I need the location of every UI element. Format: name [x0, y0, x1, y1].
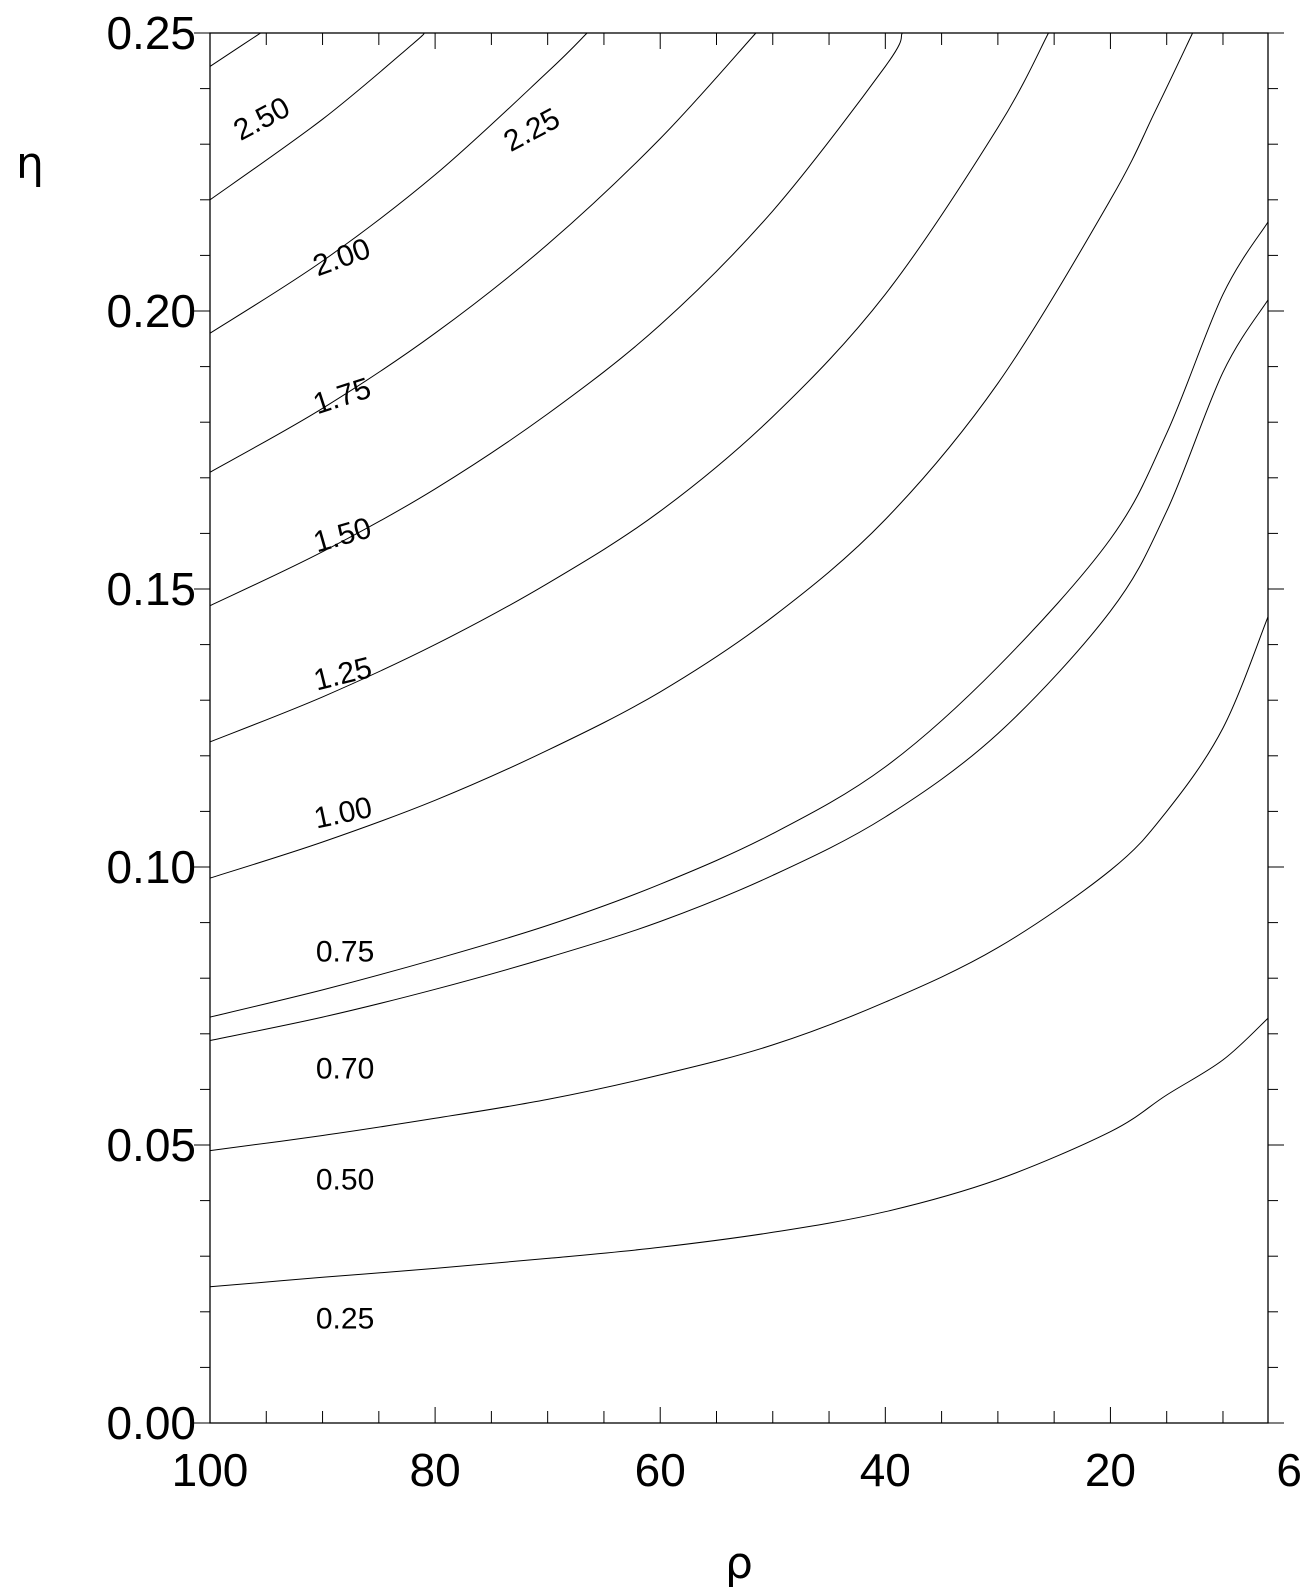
contour-line-1-00 — [209, 32, 1194, 879]
plot-frame — [209, 32, 1269, 1424]
contour-line-0-50 — [209, 616, 1269, 1152]
y-tick-label: 0.25 — [106, 7, 196, 59]
contour-label: 0.75 — [316, 936, 374, 969]
contour-label: 0.50 — [316, 1163, 374, 1196]
contour-label: 2.25 — [498, 102, 565, 159]
y-tick-label: 0.10 — [106, 841, 196, 893]
tick-labels: 100 80 60 40 20 6 0.00 0.05 0.10 0.15 0.20 0.25 — [106, 7, 1302, 1496]
x-tick-label: 80 — [410, 1444, 461, 1496]
contour-label: 1.50 — [310, 511, 375, 559]
contour-line-1-75 — [209, 32, 757, 473]
contour-line-2-25 — [209, 32, 425, 201]
x-tick-label: 100 — [172, 1444, 249, 1496]
y-tick-label: 0.00 — [106, 1397, 196, 1449]
x-tick-label: 40 — [860, 1444, 911, 1496]
contour-label: 1.75 — [309, 372, 375, 421]
y-tick-label: 0.15 — [106, 563, 196, 615]
contour-label: 2.50 — [228, 91, 295, 148]
y-tick-label: 0.20 — [106, 285, 196, 337]
contour-label: 2.00 — [309, 232, 375, 283]
contour-line-2-00 — [209, 32, 588, 334]
contour-label: 0.70 — [316, 1052, 374, 1085]
contour-line-0-75 — [209, 221, 1269, 1018]
contour-line-1-50 — [209, 32, 903, 607]
contour-lines — [209, 32, 1269, 1288]
x-axis-label: ρ — [725, 1538, 753, 1589]
x-tick-label: 6 — [1276, 1444, 1302, 1496]
contour-label: 1.25 — [310, 651, 375, 697]
contour-line-0-70 — [209, 299, 1269, 1041]
contour-line-1-25 — [209, 32, 1049, 743]
contour-line-2-50 — [209, 32, 261, 67]
contour-label: 0.25 — [316, 1302, 374, 1335]
contour-line-0-25 — [209, 1017, 1269, 1288]
y-tick-label: 0.05 — [106, 1119, 196, 1171]
contour-labels: 0.25 0.50 0.70 0.75 1.00 1.25 1.50 1.75 2.00 2.25… — [228, 91, 565, 1336]
contour-label: 1.00 — [311, 791, 375, 835]
x-tick-label: 20 — [1085, 1444, 1136, 1496]
y-axis-label: η — [16, 138, 44, 189]
x-tick-label: 60 — [635, 1444, 686, 1496]
